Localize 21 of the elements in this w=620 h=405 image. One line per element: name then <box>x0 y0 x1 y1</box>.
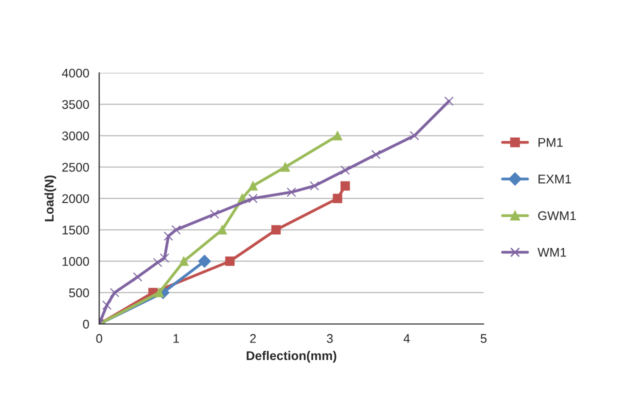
y-tick-label: 500 <box>69 288 89 298</box>
x-tick-label: 2 <box>250 334 256 343</box>
legend-label: PM1 <box>538 138 563 147</box>
y-tick-label: 3500 <box>62 100 89 109</box>
y-tick-label: 3000 <box>62 131 89 140</box>
y-tick-label: 4000 <box>62 68 89 78</box>
y-tick-label: 2000 <box>62 194 89 204</box>
legend-label: GWM1 <box>538 211 576 220</box>
legend-label: EXM1 <box>538 174 571 184</box>
x-tick-label: 4 <box>404 334 410 343</box>
x-tick-label: 3 <box>326 334 333 343</box>
x-tick-label: 0 <box>96 334 102 343</box>
legend-label: WM1 <box>538 248 566 257</box>
x-tick-label: 1 <box>174 334 179 343</box>
y-tick-label: 0 <box>83 320 89 329</box>
y-tick-label: 1500 <box>62 226 89 234</box>
x-axis-title: Deflection(mm) <box>246 350 336 363</box>
y-axis-title: Load(N) <box>44 175 56 222</box>
x-tick-label: 5 <box>480 334 487 343</box>
y-tick-label: 2500 <box>62 162 89 172</box>
y-tick-label: 1000 <box>62 257 89 266</box>
